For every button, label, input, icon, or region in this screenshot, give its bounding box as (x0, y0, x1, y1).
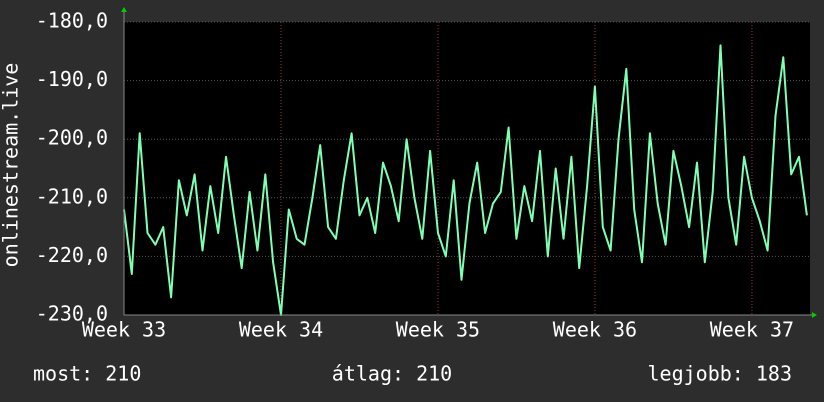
y-tick-label: -230,0 (36, 302, 108, 326)
x-tick-label: Week 37 (710, 318, 794, 342)
stat: most: 210 (33, 362, 141, 386)
y-tick-label: -190,0 (36, 67, 108, 91)
x-tick-label: Week 36 (553, 318, 637, 342)
x-tick-label: Week 35 (396, 318, 480, 342)
stat: átlag: 210 (332, 362, 452, 386)
y-tick-label: -180,0 (36, 9, 108, 33)
axis-arrow (812, 312, 817, 318)
stat: legjobb: 183 (648, 362, 793, 386)
axis-arrow (121, 7, 127, 12)
y-axis-label: onlinestream.live (0, 63, 23, 268)
y-tick-label: -200,0 (36, 126, 108, 150)
y-tick-label: -220,0 (36, 243, 108, 267)
series-line (123, 44, 808, 316)
x-tick-label: Week 34 (239, 318, 323, 342)
x-tick-label: Week 33 (82, 318, 166, 342)
y-tick-label: -210,0 (36, 184, 108, 208)
